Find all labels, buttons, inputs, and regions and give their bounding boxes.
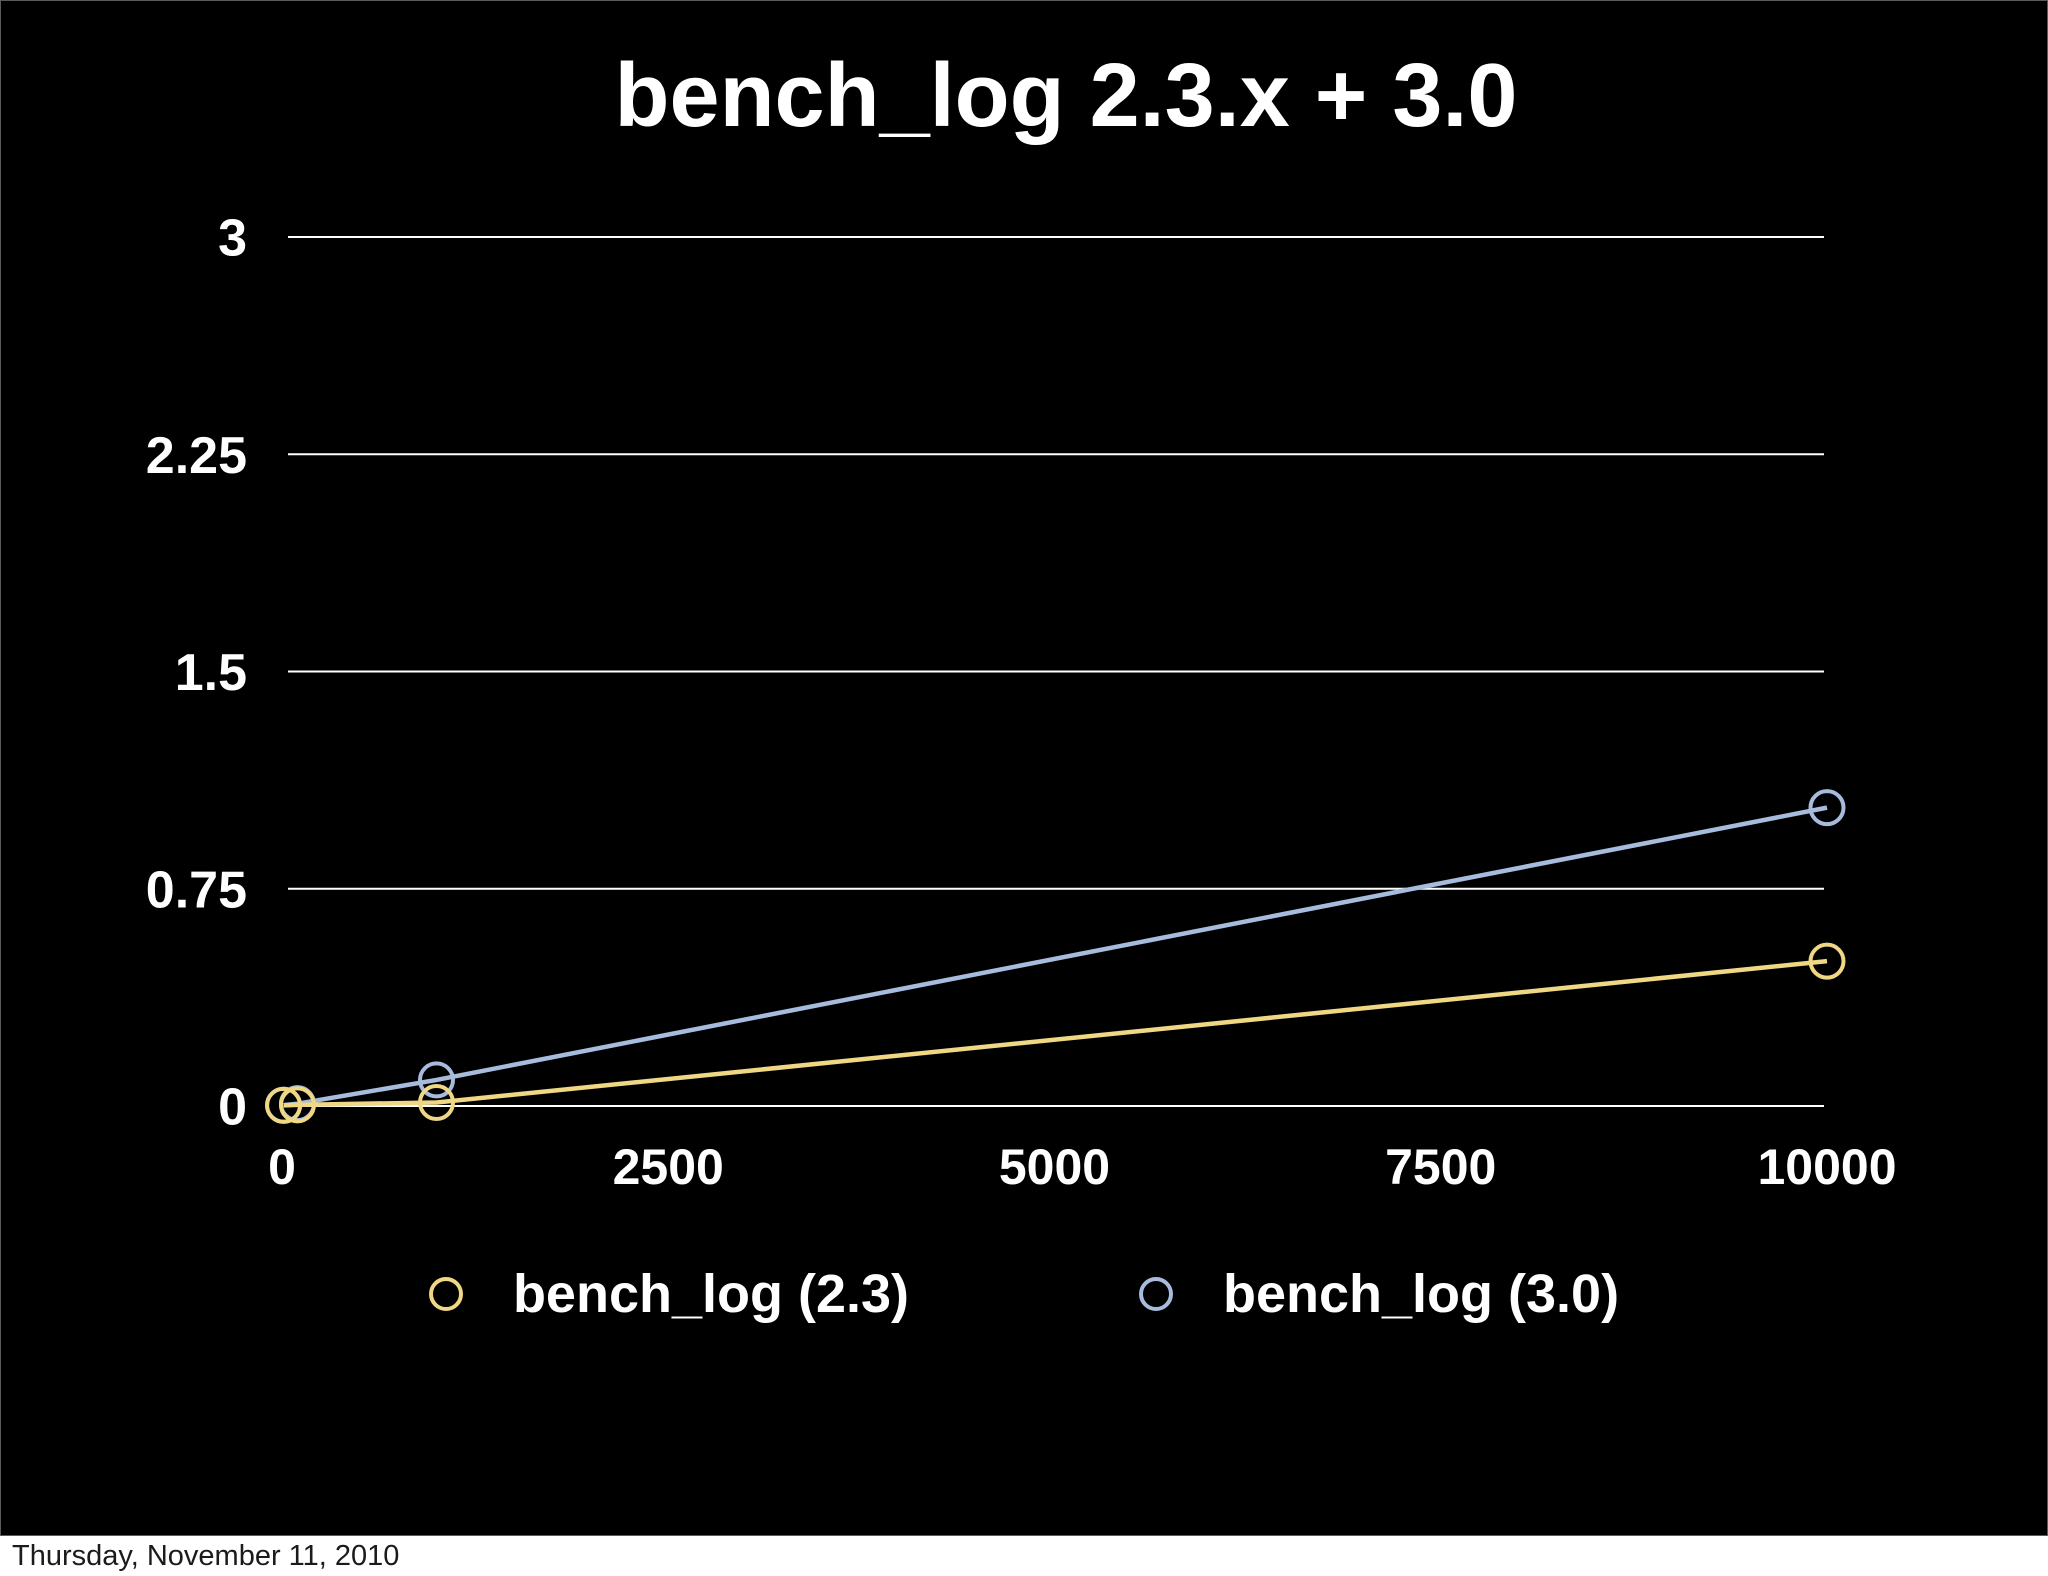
- series-2-3-marker-icon: [428, 1277, 463, 1311]
- data-point-marker: [1808, 942, 1846, 980]
- chart-legend: bench_log (2.3) bench_log (3.0): [1, 1263, 2047, 1325]
- data-point-marker: [418, 1061, 455, 1099]
- series-line-1: [283, 805, 1828, 1108]
- footer-date: Thursday, November 11, 2010: [0, 1536, 2048, 1576]
- chart-title: bench_log 2.3.x + 3.0: [614, 46, 1518, 146]
- x-tick-label: 5000: [999, 1139, 1110, 1195]
- slide: bench_log 2.3.x + 3.0 0 0.75 1.5 2.25 3 0 2500…: [0, 0, 2048, 1536]
- y-tick-label: 0.75: [146, 861, 247, 919]
- y-tick-label: 0: [218, 1079, 247, 1137]
- legend-item-bench-log-2-3: bench_log (2.3): [428, 1263, 909, 1325]
- x-tick-label: 0: [268, 1139, 296, 1195]
- series-3-0-marker-icon: [1139, 1277, 1173, 1311]
- legend-label-2-3: bench_log (2.3): [512, 1264, 909, 1324]
- legend-label-3-0: bench_log (3.0): [1223, 1264, 1620, 1324]
- line-chart: 0 0.75 1.5 2.25 3 0 2500 5000 7500 10000: [146, 210, 1897, 1195]
- series-line-0: [283, 958, 1828, 1108]
- y-tick-label: 2.25: [146, 427, 247, 485]
- legend-item-bench-log-3-0: bench_log (3.0): [1139, 1263, 1619, 1325]
- data-point-marker: [278, 1086, 316, 1124]
- y-tick-label: 3: [218, 210, 247, 268]
- x-tick-label: 7500: [1385, 1139, 1496, 1195]
- data-point-marker: [418, 1084, 455, 1122]
- x-tick-label: 10000: [1757, 1139, 1896, 1195]
- y-tick-label: 1.5: [175, 644, 247, 702]
- data-point-marker: [265, 1086, 303, 1124]
- x-tick-label: 2500: [613, 1139, 724, 1195]
- data-point-marker: [1808, 789, 1846, 827]
